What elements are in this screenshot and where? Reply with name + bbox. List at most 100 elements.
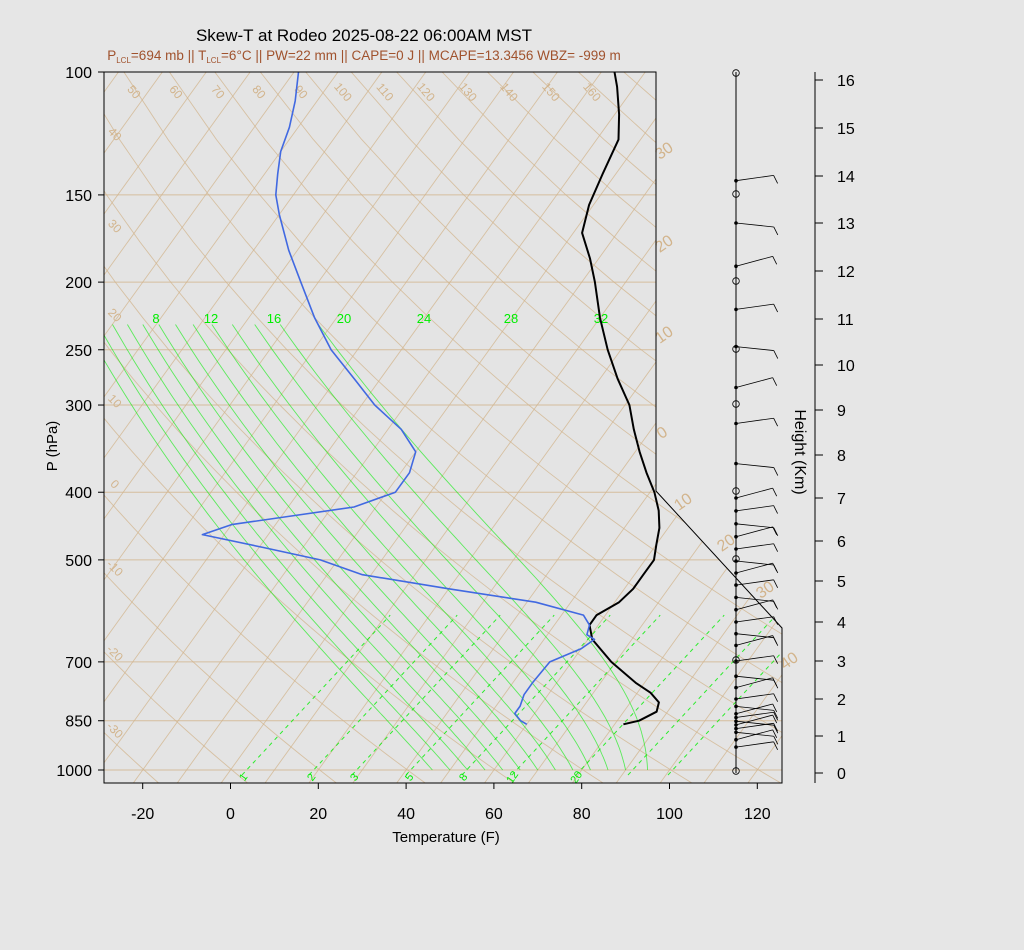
height-tick-label: 12 bbox=[837, 264, 855, 281]
height-tick-label: 2 bbox=[837, 692, 846, 709]
mixing-ratio-label: 2 bbox=[305, 772, 318, 784]
isotherm bbox=[104, 72, 482, 783]
wind-barb-flag bbox=[773, 579, 778, 588]
wind-barb bbox=[735, 655, 774, 662]
dry-adiabat bbox=[104, 72, 250, 783]
x-tick-label: -20 bbox=[131, 806, 154, 823]
dry-adiabat bbox=[104, 72, 428, 783]
moist-adiabat bbox=[279, 324, 627, 771]
wind-barb-flag bbox=[772, 729, 778, 739]
p-tick-label: 150 bbox=[65, 188, 92, 205]
calm-circle bbox=[732, 345, 740, 353]
wind-barb-flag bbox=[773, 543, 778, 552]
calm-circle bbox=[732, 69, 740, 77]
p-tick-label: 300 bbox=[65, 398, 92, 415]
temperature-line bbox=[581, 72, 661, 726]
moist-adiabat bbox=[104, 324, 451, 771]
wind-barb-flag bbox=[772, 256, 778, 265]
wind-barb bbox=[735, 597, 774, 602]
wetbulb-label: 20 bbox=[337, 311, 351, 326]
wind-barb-flag bbox=[772, 714, 778, 724]
mixing-ratio-label: 1 bbox=[237, 772, 250, 784]
wind-barb bbox=[735, 560, 774, 566]
wind-barb-flag bbox=[772, 526, 778, 536]
moist-adiabat bbox=[104, 324, 433, 771]
chart-subtitle: PLCL=694 mb || TLCL=6°C || PW=22 mm || C… bbox=[107, 48, 621, 65]
moist-adiabat bbox=[231, 324, 591, 771]
wind-barb-flag bbox=[772, 703, 778, 713]
subtitle-t-sub: LCL bbox=[206, 56, 221, 65]
wind-barb-flag bbox=[773, 724, 779, 734]
isotherm bbox=[791, 56, 1024, 784]
wind-barb bbox=[735, 175, 774, 182]
isotherm bbox=[614, 72, 782, 783]
wind-barb bbox=[735, 463, 774, 468]
isotherm bbox=[570, 72, 782, 783]
isotherm-label: 20 bbox=[714, 531, 738, 555]
x-axis-label: Temperature (F) bbox=[392, 829, 500, 846]
p-tick-label: 500 bbox=[65, 553, 92, 570]
wind-barb bbox=[735, 675, 774, 681]
wind-barb bbox=[735, 526, 773, 538]
wetbulb-label: 16 bbox=[267, 311, 281, 326]
wind-barb-flag bbox=[773, 693, 778, 702]
height-tick-label: 8 bbox=[837, 448, 846, 465]
p-tick-label: 100 bbox=[65, 65, 92, 82]
sounding-profiles bbox=[201, 72, 661, 726]
mixing-ratio-label: 3 bbox=[348, 772, 361, 784]
plot-area bbox=[104, 72, 782, 783]
dry-adiabat bbox=[123, 72, 782, 783]
height-tick-label: 10 bbox=[837, 358, 855, 375]
wind-barb-flag bbox=[773, 637, 779, 646]
wind-level-dot bbox=[734, 307, 738, 312]
wind-barb bbox=[735, 222, 774, 228]
subtitle-rest: =6°C || PW=22 mm || CAPE=0 J || MCAPE=13… bbox=[221, 48, 621, 63]
calm-circle bbox=[732, 555, 740, 563]
wind-barb bbox=[735, 417, 774, 424]
wind-barb bbox=[735, 703, 773, 715]
isotherm bbox=[104, 72, 262, 783]
wind-barb bbox=[735, 255, 773, 267]
wind-barb bbox=[735, 616, 774, 623]
wind-barb bbox=[735, 714, 773, 726]
height-tick-label: 15 bbox=[837, 121, 855, 138]
height-tick-label: 3 bbox=[837, 654, 846, 671]
wind-barb bbox=[735, 633, 774, 639]
height-tick-label: 14 bbox=[837, 169, 855, 186]
calm-circle bbox=[732, 277, 740, 285]
moist-adiabat bbox=[211, 324, 574, 771]
subtitle-p-sub: LCL bbox=[116, 56, 131, 65]
height-tick-label: 6 bbox=[837, 534, 846, 551]
mixing-ratio-label: 20 bbox=[568, 769, 585, 786]
height-tick-label: 7 bbox=[837, 491, 846, 508]
dry-adiabat bbox=[104, 72, 161, 783]
wind-barb-flag bbox=[772, 377, 778, 386]
calm-circle bbox=[732, 400, 740, 408]
isotherm-label: 10 bbox=[671, 490, 695, 514]
calm-circle bbox=[732, 190, 740, 198]
dry-adiabat bbox=[104, 72, 518, 783]
p-tick-label: 250 bbox=[65, 343, 92, 360]
dry-adiabat bbox=[104, 72, 782, 783]
mixing-ratio-label: 5 bbox=[403, 772, 416, 784]
plot-region bbox=[104, 72, 782, 783]
dry-adiabat bbox=[104, 72, 782, 783]
height-tick-label: 11 bbox=[837, 312, 854, 329]
wind-barb-flag bbox=[773, 616, 778, 625]
wind-barb-flag bbox=[773, 527, 779, 536]
isotherm bbox=[351, 72, 782, 783]
wind-barb bbox=[735, 562, 773, 574]
height-tick-label: 5 bbox=[837, 574, 846, 591]
wind-barbs bbox=[732, 69, 779, 775]
x-tick-label: 0 bbox=[226, 806, 235, 823]
dry-adiabat bbox=[214, 72, 782, 783]
isotherm bbox=[104, 72, 350, 783]
p-tick-label: 400 bbox=[65, 485, 92, 502]
calm-circle bbox=[732, 656, 740, 664]
height-tick-label: 0 bbox=[837, 766, 846, 783]
p-tick-label: 1000 bbox=[56, 763, 92, 780]
dewpoint-line bbox=[201, 72, 596, 725]
isotherm bbox=[104, 72, 613, 783]
